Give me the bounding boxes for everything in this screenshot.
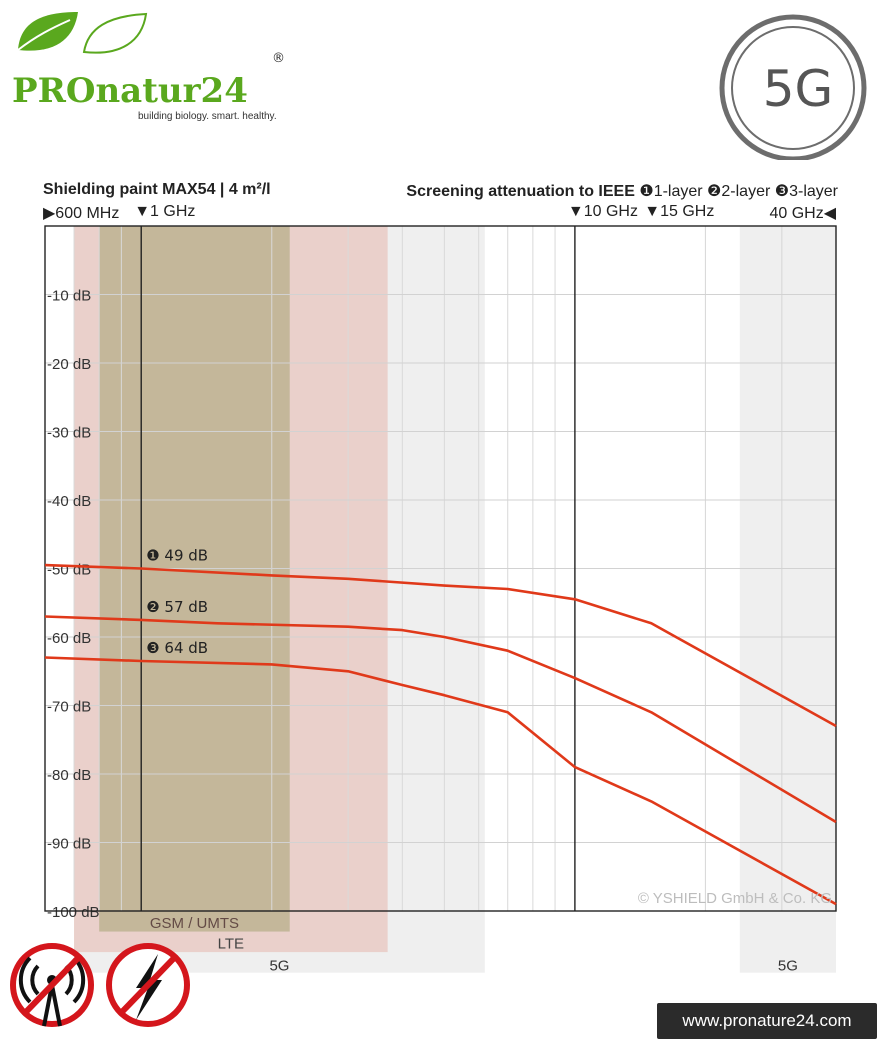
y-tick-label: -70 dB [47, 699, 91, 716]
chart-title: Shielding paint MAX54 | 4 m²/l [43, 181, 271, 198]
series-label-1: ❶ 49 dB [146, 547, 208, 565]
x-marker-0: ▶600 MHz [43, 205, 120, 222]
band-1 [74, 226, 388, 953]
y-tick-label: -40 dB [47, 493, 91, 510]
x-marker-3: ▼15 GHz [644, 203, 715, 220]
brand-name-suffix: natur24 [95, 71, 247, 111]
plot-frame [44, 225, 837, 912]
brand-logo: PROnatur24 ® building biology. smart. he… [12, 12, 285, 122]
series-label-3: ❸ 64 dB [146, 639, 208, 657]
y-tick-label: -30 dB [47, 425, 91, 442]
registered-mark: ® [272, 51, 285, 66]
legend-layer3: ❸3-layer [774, 183, 838, 200]
band-label-3: 5G [778, 958, 798, 975]
x-marker-2: ▼10 GHz [567, 203, 638, 220]
y-tick-label: -50 dB [47, 562, 91, 579]
series-line-2 [44, 615, 837, 824]
no-electricity-icon [106, 943, 190, 1027]
grid [45, 226, 836, 911]
website-link[interactable]: www.pronature24.com [657, 1003, 877, 1039]
brand-tagline: building biology. smart. healthy. [138, 111, 277, 122]
leaf-icon [17, 12, 148, 54]
brand-name: PROnatur24 [12, 71, 248, 111]
circle-badge-icon: 5G [719, 14, 867, 160]
y-tick-label: -90 dB [47, 836, 91, 853]
band-0 [99, 226, 290, 932]
brand-name-prefix: PRO [12, 71, 95, 111]
copyright: © YSHIELD GmbH & Co. KG [638, 890, 832, 907]
band-2 [74, 226, 485, 973]
footer-icons [10, 943, 190, 1027]
chart-subtitle: Screening attenuation to IEEE ❶1-layer ❷… [406, 181, 838, 201]
band-label-1: LTE [218, 936, 244, 953]
y-tick-label: -60 dB [47, 630, 91, 647]
no-radiation-icon [10, 943, 94, 1027]
attenuation-chart: GSM / UMTS LTE 5G 5G -10 dB -20 dB -30 dB -40 d… [44, 225, 837, 975]
legend-layer2: ❷2-layer [707, 183, 771, 200]
x-marker-1: ▼1 GHz [134, 203, 196, 220]
y-tick-label: -100 dB [47, 904, 100, 921]
band-3 [739, 226, 836, 973]
y-tick-label: -20 dB [47, 356, 91, 373]
series-label-2: ❷ 57 dB [146, 598, 208, 616]
band-label-2: 5G [269, 958, 289, 975]
y-tick-label: -80 dB [47, 767, 91, 784]
badge-text: 5G [763, 60, 834, 118]
x-marker-4: 40 GHz◀ [769, 205, 836, 222]
subtitle-label: Screening attenuation to IEEE [406, 183, 635, 200]
band-label-0: GSM / UMTS [150, 915, 239, 932]
legend-layer1: ❶1-layer [639, 183, 703, 200]
series-line-3 [44, 656, 837, 906]
y-tick-label: -10 dB [47, 288, 91, 305]
series-line-1 [44, 563, 837, 728]
